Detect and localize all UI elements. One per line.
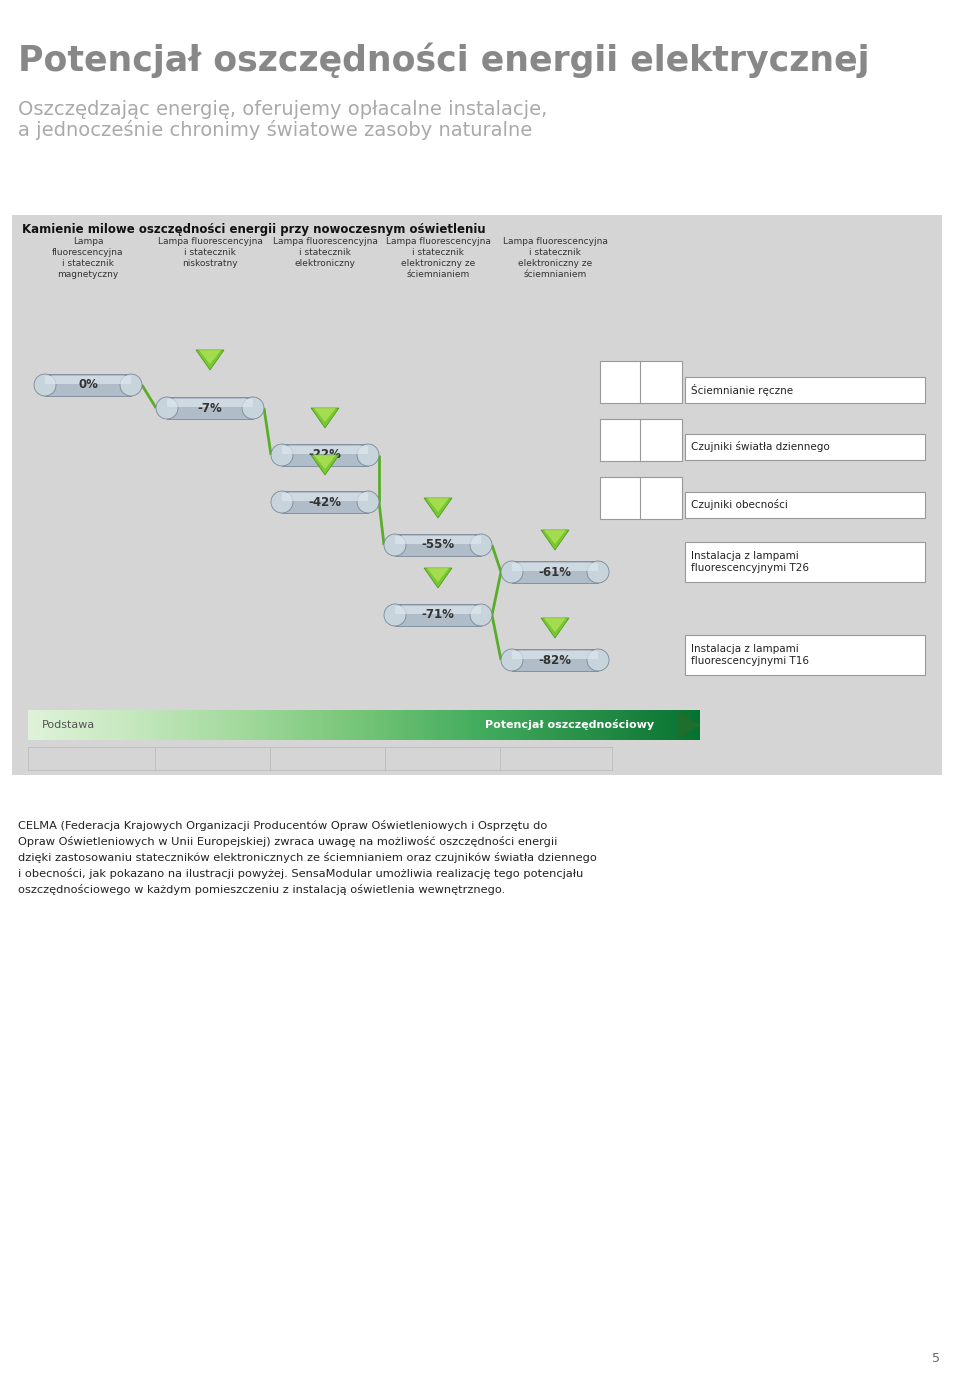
Text: -61%: -61% (539, 566, 571, 579)
Polygon shape (541, 618, 569, 638)
FancyBboxPatch shape (395, 604, 481, 626)
Polygon shape (311, 408, 339, 428)
Text: Lampa fluorescencyjna
i statecznik
elektroniczny ze
ściemnianiem: Lampa fluorescencyjna i statecznik elekt… (503, 237, 608, 279)
Circle shape (587, 650, 609, 671)
FancyBboxPatch shape (685, 542, 925, 583)
Polygon shape (544, 618, 566, 631)
Text: Czujniki światła dziennego: Czujniki światła dziennego (691, 442, 829, 453)
Polygon shape (541, 530, 569, 551)
Circle shape (357, 491, 379, 513)
FancyBboxPatch shape (167, 397, 253, 420)
Text: Lampa fluorescencyjna
i statecznik
elektroniczny ze
ściemnianiem: Lampa fluorescencyjna i statecznik elekt… (386, 237, 491, 279)
FancyBboxPatch shape (640, 361, 682, 403)
Text: CELMA (Federacja Krajowych Organizacji Producentów Opraw Oświetleniowych i Osprz: CELMA (Federacja Krajowych Organizacji P… (18, 820, 597, 895)
Polygon shape (199, 350, 221, 364)
Circle shape (120, 374, 142, 396)
FancyBboxPatch shape (167, 399, 253, 407)
Text: a jednocześnie chronimy światowe zasoby naturalne: a jednocześnie chronimy światowe zasoby … (18, 120, 532, 139)
FancyBboxPatch shape (282, 446, 368, 453)
Circle shape (34, 374, 56, 396)
FancyBboxPatch shape (640, 420, 682, 461)
FancyBboxPatch shape (282, 445, 368, 466)
Text: Instalacja z lampami
fluorescencyjnymi T26: Instalacja z lampami fluorescencyjnymi T… (691, 551, 809, 573)
FancyBboxPatch shape (685, 636, 925, 675)
Polygon shape (544, 530, 566, 544)
Circle shape (501, 560, 523, 583)
Polygon shape (427, 567, 449, 583)
FancyBboxPatch shape (45, 376, 131, 383)
FancyBboxPatch shape (395, 534, 481, 556)
Circle shape (470, 534, 492, 556)
Circle shape (242, 397, 264, 420)
Text: Lampa fluorescencyjna
i statecznik
niskostratny: Lampa fluorescencyjna i statecznik nisko… (157, 237, 262, 268)
Polygon shape (314, 408, 336, 422)
Circle shape (501, 650, 523, 671)
Text: Oszczędzając energię, oferujemy opłacalne instalacje,: Oszczędzając energię, oferujemy opłacaln… (18, 100, 547, 118)
Text: Czujniki obecności: Czujniki obecności (691, 499, 788, 510)
FancyBboxPatch shape (512, 560, 598, 583)
Polygon shape (196, 350, 224, 369)
FancyBboxPatch shape (512, 563, 598, 570)
Text: -7%: -7% (198, 401, 223, 414)
Polygon shape (311, 454, 339, 475)
FancyBboxPatch shape (512, 650, 598, 671)
Text: -82%: -82% (539, 654, 571, 666)
FancyBboxPatch shape (600, 361, 642, 403)
Circle shape (470, 604, 492, 626)
FancyBboxPatch shape (685, 376, 925, 403)
Circle shape (271, 491, 293, 513)
Text: 5: 5 (932, 1352, 940, 1365)
Polygon shape (424, 567, 452, 588)
FancyBboxPatch shape (282, 491, 368, 513)
Circle shape (587, 560, 609, 583)
FancyBboxPatch shape (640, 477, 682, 519)
FancyBboxPatch shape (600, 420, 642, 461)
Text: Potencjał oszczędnościowy: Potencjał oszczędnościowy (485, 719, 654, 730)
FancyBboxPatch shape (395, 606, 481, 613)
Circle shape (384, 534, 406, 556)
Polygon shape (677, 710, 700, 740)
Text: Lampa fluorescencyjna
i statecznik
elektroniczny: Lampa fluorescencyjna i statecznik elekt… (273, 237, 377, 268)
FancyBboxPatch shape (512, 651, 598, 659)
FancyBboxPatch shape (12, 215, 942, 775)
Circle shape (384, 604, 406, 626)
Text: 0%: 0% (78, 379, 98, 392)
Circle shape (357, 445, 379, 466)
Text: -22%: -22% (308, 449, 342, 461)
Text: Potencjał oszczędności energii elektrycznej: Potencjał oszczędności energii elektrycz… (18, 42, 870, 78)
Text: Instalacja z lampami
fluorescencyjnymi T16: Instalacja z lampami fluorescencyjnymi T… (691, 644, 809, 666)
Text: -71%: -71% (421, 609, 454, 622)
FancyBboxPatch shape (282, 493, 368, 500)
Circle shape (156, 397, 178, 420)
FancyBboxPatch shape (395, 537, 481, 544)
FancyBboxPatch shape (685, 434, 925, 460)
Text: Lampa
fluorescencyjna
i statecznik
magnetyczny: Lampa fluorescencyjna i statecznik magne… (52, 237, 124, 279)
Text: Podstawa: Podstawa (41, 719, 95, 730)
Text: Kamienie milowe oszczędności energii przy nowoczesnym oświetleniu: Kamienie milowe oszczędności energii prz… (22, 223, 486, 236)
Polygon shape (427, 498, 449, 512)
FancyBboxPatch shape (685, 492, 925, 519)
Text: -42%: -42% (308, 495, 342, 509)
Text: Ściemnianie ręczne: Ściemnianie ręczne (691, 383, 793, 396)
Polygon shape (424, 498, 452, 519)
FancyBboxPatch shape (45, 374, 131, 396)
Polygon shape (314, 454, 336, 468)
Text: -55%: -55% (421, 538, 455, 552)
FancyBboxPatch shape (600, 477, 642, 519)
Circle shape (271, 445, 293, 466)
